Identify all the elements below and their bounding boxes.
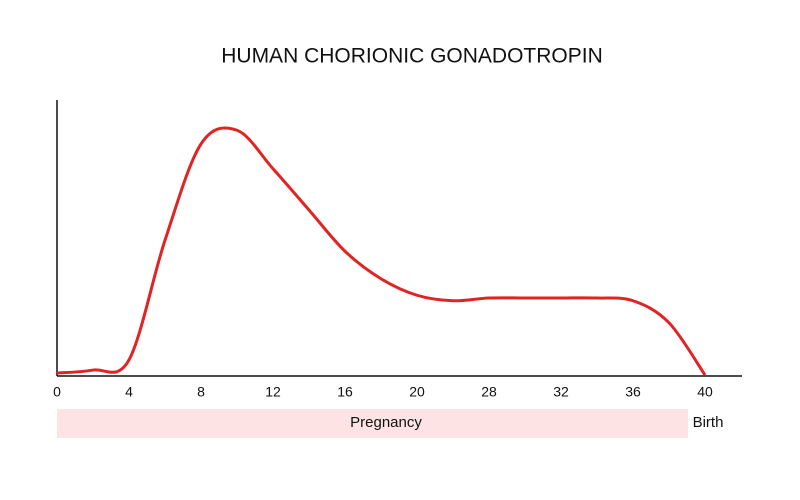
x-tick-label: 32 <box>553 384 569 400</box>
x-tick-label: 8 <box>197 384 205 400</box>
pregnancy-band <box>57 409 688 438</box>
x-tick-label: 40 <box>697 384 713 400</box>
x-tick-label: 16 <box>337 384 353 400</box>
x-tick-label: 20 <box>409 384 425 400</box>
x-tick-label: 0 <box>53 384 61 400</box>
x-tick-label: 12 <box>265 384 281 400</box>
x-tick-label: 4 <box>125 384 133 400</box>
birth-label: Birth <box>693 414 724 431</box>
hcg-curve <box>56 126 707 376</box>
chart-title: HUMAN CHORIONIC GONADOTROPIN <box>221 45 603 68</box>
x-tick-label: 36 <box>625 384 641 400</box>
pregnancy-label: Pregnancy <box>350 414 422 431</box>
x-tick-label: 28 <box>481 384 497 400</box>
